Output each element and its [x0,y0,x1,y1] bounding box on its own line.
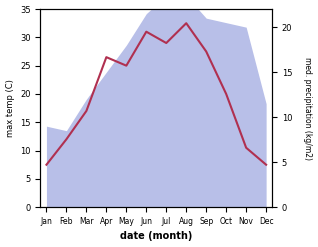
Y-axis label: med. precipitation (kg/m2): med. precipitation (kg/m2) [303,57,313,160]
Y-axis label: max temp (C): max temp (C) [5,79,15,137]
X-axis label: date (month): date (month) [120,231,192,242]
